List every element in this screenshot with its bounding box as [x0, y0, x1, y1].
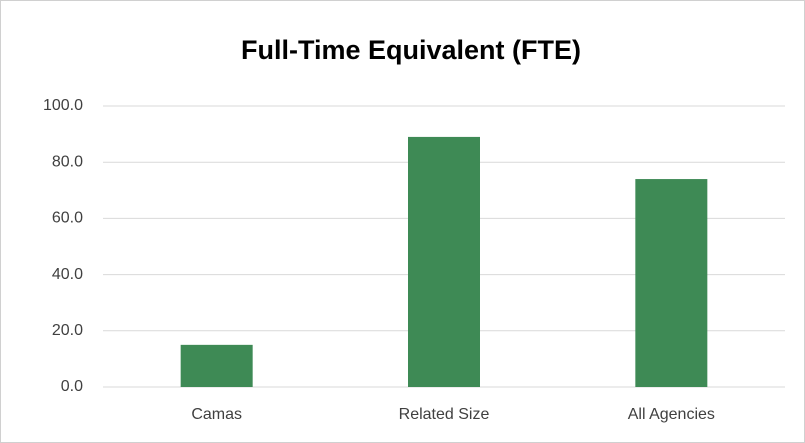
y-tick-label: 80.0 — [52, 153, 83, 170]
chart-title: Full-Time Equivalent (FTE) — [241, 35, 581, 65]
bar — [635, 179, 708, 387]
bar — [408, 136, 480, 387]
y-tick-label: 0.0 — [61, 378, 83, 395]
x-tick-label: Camas — [191, 406, 242, 423]
bar — [180, 344, 253, 387]
y-tick-label: 60.0 — [52, 210, 83, 227]
x-tick-label: All Agencies — [628, 406, 715, 423]
y-tick-label: 100.0 — [43, 97, 83, 114]
y-tick-label: 20.0 — [52, 322, 83, 339]
x-tick-label: Related Size — [399, 406, 490, 423]
y-tick-label: 40.0 — [52, 266, 83, 283]
